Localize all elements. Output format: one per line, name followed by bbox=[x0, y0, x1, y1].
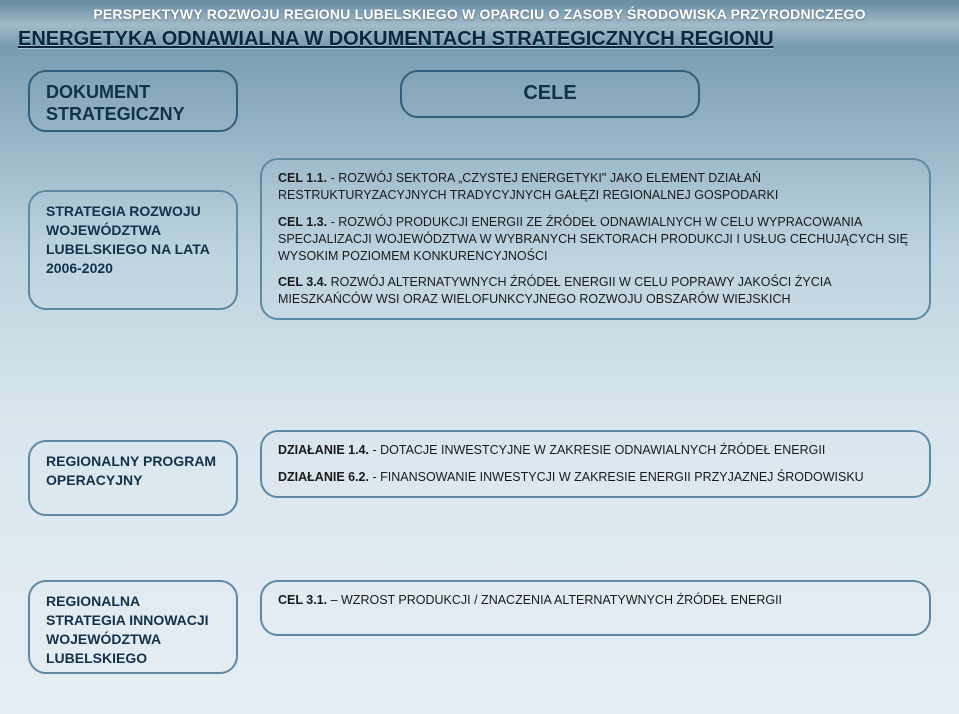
row3-goal-1-lead: CEL 3.1. bbox=[278, 593, 327, 607]
row2-goal-1: DZIAŁANIE 1.4. - DOTACJE INWESTCYJNE W Z… bbox=[278, 442, 913, 459]
doc-label: DOKUMENT STRATEGICZNY bbox=[46, 82, 220, 125]
super-title: PERSPEKTYWY ROZWOJU REGIONU LUBELSKIEGO … bbox=[0, 0, 959, 22]
row1-goal-2-lead: CEL 1.3. bbox=[278, 215, 327, 229]
row2-goal-2-lead: DZIAŁANIE 6.2. bbox=[278, 470, 369, 484]
row1-left-text: STRATEGIA ROZWOJU WOJEWÓDZTWA LUBELSKIEG… bbox=[46, 202, 220, 278]
row3-left-text: REGIONALNA STRATEGIA INNOWACJI WOJEWÓDZT… bbox=[46, 592, 220, 668]
row1-goal-1-lead: CEL 1.1. bbox=[278, 171, 327, 185]
row1-goal-3-rest: ROZWÓJ ALTERNATYWNYCH ŹRÓDEŁ ENERGII W C… bbox=[278, 275, 831, 306]
row1-goals-box: CEL 1.1. - ROZWÓJ SEKTORA „CZYSTEJ ENERG… bbox=[260, 158, 931, 320]
cele-label: CELE bbox=[418, 80, 682, 109]
row1-left-box: STRATEGIA ROZWOJU WOJEWÓDZTWA LUBELSKIEG… bbox=[28, 190, 238, 310]
row1-goal-3: CEL 3.4. ROZWÓJ ALTERNATYWNYCH ŹRÓDEŁ EN… bbox=[278, 274, 913, 308]
row2-left-text: REGIONALNY PROGRAM OPERACYJNY bbox=[46, 452, 220, 490]
row2-goal-1-lead: DZIAŁANIE 1.4. bbox=[278, 443, 369, 457]
row1-goal-1-rest: - ROZWÓJ SEKTORA „CZYSTEJ ENERGETYKI" JA… bbox=[278, 171, 778, 202]
row1-goal-2-rest: - ROZWÓJ PRODUKCJI ENERGII ZE ŹRÓDEŁ ODN… bbox=[278, 215, 908, 263]
row1-goal-1: CEL 1.1. - ROZWÓJ SEKTORA „CZYSTEJ ENERG… bbox=[278, 170, 913, 204]
doc-label-box: DOKUMENT STRATEGICZNY bbox=[28, 70, 238, 132]
row1-goal-2: CEL 1.3. - ROZWÓJ PRODUKCJI ENERGII ZE Ź… bbox=[278, 214, 913, 265]
cele-label-box: CELE bbox=[400, 70, 700, 118]
row3-goals-box: CEL 3.1. – WZROST PRODUKCJI / ZNACZENIA … bbox=[260, 580, 931, 636]
row3-goal-1: CEL 3.1. – WZROST PRODUKCJI / ZNACZENIA … bbox=[278, 592, 913, 609]
row3-goal-1-rest: – WZROST PRODUKCJI / ZNACZENIA ALTERNATY… bbox=[327, 593, 782, 607]
row2-goal-1-rest: - DOTACJE INWESTCYJNE W ZAKRESIE ODNAWIA… bbox=[369, 443, 825, 457]
row2-left-box: REGIONALNY PROGRAM OPERACYJNY bbox=[28, 440, 238, 516]
row1-goal-3-lead: CEL 3.4. bbox=[278, 275, 327, 289]
row2-goal-2-rest: - FINANSOWANIE INWESTYCJI W ZAKRESIE ENE… bbox=[369, 470, 864, 484]
row3-left-box: REGIONALNA STRATEGIA INNOWACJI WOJEWÓDZT… bbox=[28, 580, 238, 674]
row2-goal-2: DZIAŁANIE 6.2. - FINANSOWANIE INWESTYCJI… bbox=[278, 469, 913, 486]
main-title: ENERGETYKA ODNAWIALNA W DOKUMENTACH STRA… bbox=[0, 22, 959, 59]
slide-content: PERSPEKTYWY ROZWOJU REGIONU LUBELSKIEGO … bbox=[0, 0, 959, 59]
row2-goals-box: DZIAŁANIE 1.4. - DOTACJE INWESTCYJNE W Z… bbox=[260, 430, 931, 498]
